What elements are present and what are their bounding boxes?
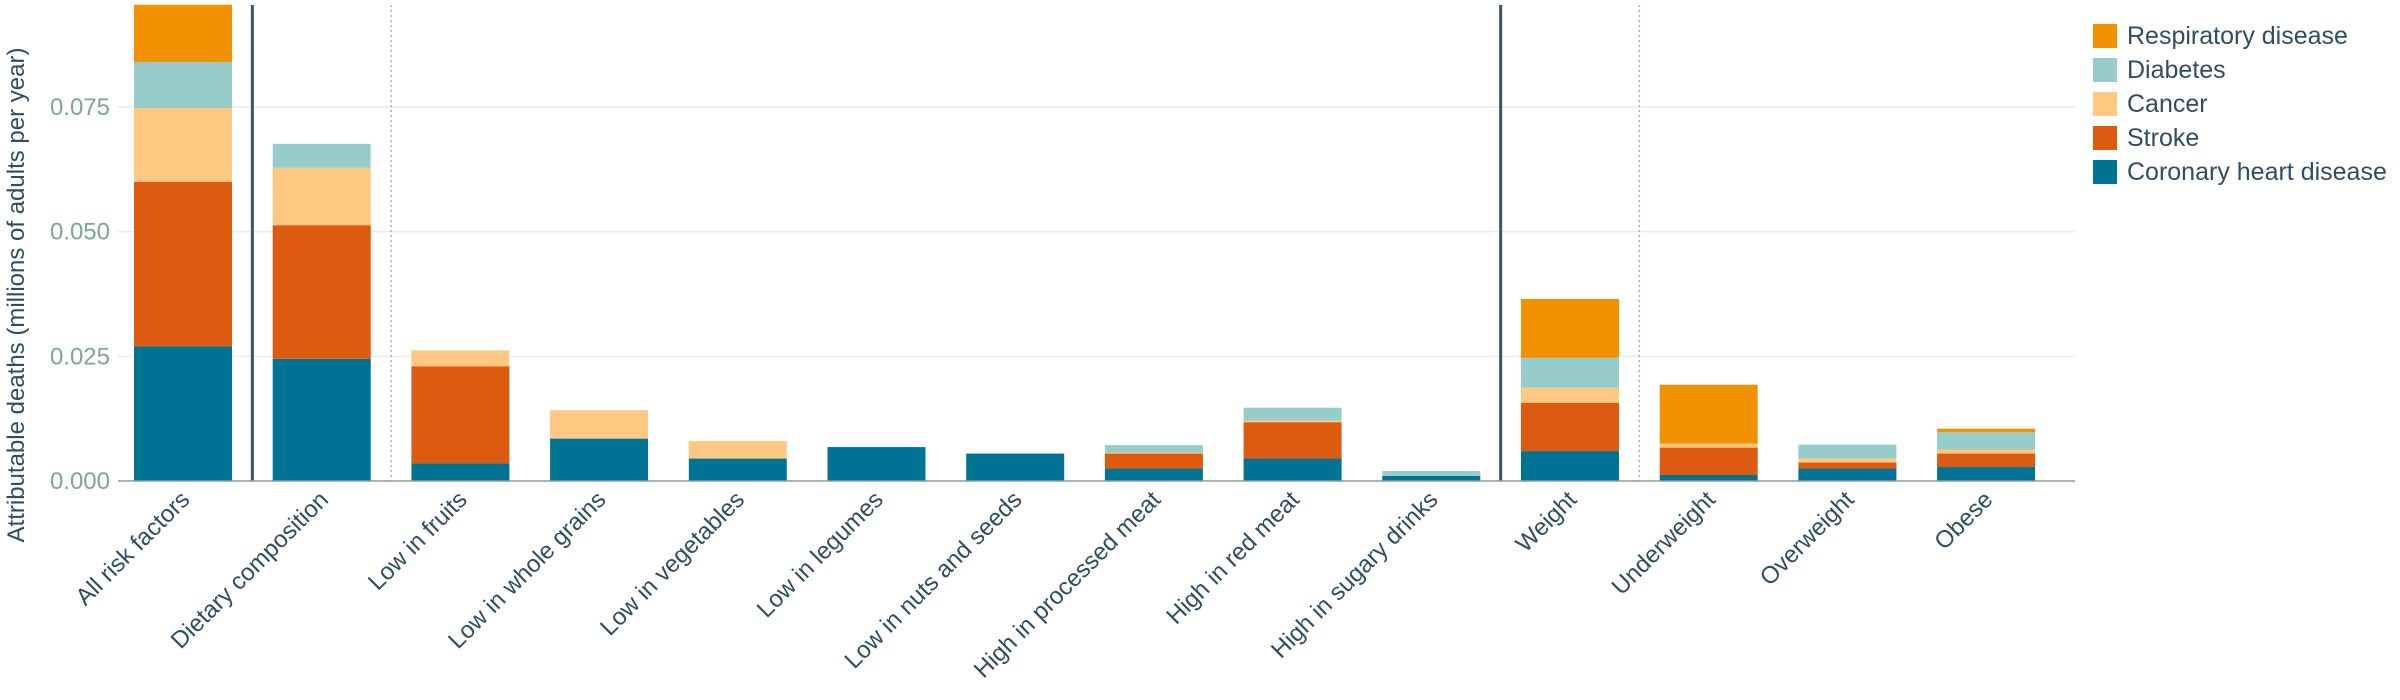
bar-segment-cancer [688,441,787,459]
bar-stack [1937,428,2036,481]
bar-segment-coronary-heart-disease [1798,468,1897,481]
y-tick-label: 0.050 [50,219,110,246]
bar-stack [134,4,232,481]
bar-stack [1382,471,1481,481]
bar-segment-diabetes [1937,432,2036,450]
bar-stack [966,453,1065,481]
bar-stack [411,350,510,481]
bar-stack [272,143,371,481]
bar-segment-cancer [1243,420,1342,423]
legend-swatch [2093,126,2117,150]
legend: Respiratory disease Diabetes Cancer Stroke C… [2093,22,2387,186]
bar-segment-cancer [1521,387,1619,403]
bar-segment-cancer [1659,443,1758,448]
bar-segment-stroke [272,225,371,359]
bar-segment-coronary-heart-disease [411,463,510,481]
bar-segment-respiratory-disease [134,4,232,63]
group-separators [250,5,1641,481]
legend-label: Diabetes [2127,56,2226,84]
x-tick-label: High in red meat [1161,486,1305,630]
bar-segment-stroke [134,181,232,347]
bar-segment-cancer [272,167,371,226]
bar-segment-diabetes [1243,407,1342,421]
bar-stack [550,410,649,481]
bar-segment-coronary-heart-disease [966,453,1065,481]
y-tick-label: 0.025 [50,343,110,370]
bar-segment-cancer [411,350,510,367]
bar-segment-coronary-heart-disease [1382,476,1481,481]
bar-segment-stroke [1243,422,1342,459]
bar-segment-diabetes [272,143,371,168]
legend-swatch [2093,160,2117,184]
bar-segment-cancer [550,410,649,439]
x-tick-label: Underweight [1607,486,1722,601]
bar-segment-cancer [134,107,232,182]
legend-swatch [2093,24,2117,48]
bar-segment-coronary-heart-disease [1104,468,1203,481]
bar-segment-coronary-heart-disease [1659,475,1758,481]
x-tick-label: All risk factors [71,486,196,611]
x-tick-label: Low in fruits [363,486,473,596]
bar-stack [1243,407,1342,481]
bar-segment-cancer [1937,449,2036,454]
bar-segment-cancer [1104,452,1203,454]
bar-segment-coronary-heart-disease [272,358,371,481]
bar-stack [827,447,926,481]
x-tick-label: Overweight [1755,486,1860,591]
bar-segment-respiratory-disease [1659,384,1758,444]
legend-swatch [2093,58,2117,82]
bar-stack [688,441,787,481]
x-tick-label: Low in whole grains [443,486,611,654]
x-tick-label: Low in legumes [752,486,889,623]
bar-segment-respiratory-disease [1521,298,1619,358]
y-axis-label: Attributable deaths (millions of adults … [3,48,30,543]
bar-segment-coronary-heart-disease [1521,451,1619,481]
bar-stack [1659,384,1758,481]
bar-segment-respiratory-disease [1937,428,2036,433]
bar-segment-coronary-heart-disease [550,438,649,481]
bar-segment-coronary-heart-disease [1937,467,2036,481]
bar-segment-stroke [1659,447,1758,476]
legend-swatch [2093,92,2117,116]
bar-segment-stroke [1798,462,1897,469]
bar-segment-stroke [411,366,510,464]
x-tick-label: Obese [1929,486,1998,555]
bar-segment-cancer [1798,458,1897,463]
legend-label: Stroke [2127,124,2199,152]
gridlines [118,106,2075,358]
x-tick-label: Weight [1511,486,1583,558]
bar-segment-coronary-heart-disease [688,458,787,481]
bar-segment-diabetes [1382,471,1481,477]
y-tick-label: 0.075 [50,94,110,121]
bar-segment-coronary-heart-disease [1243,458,1342,481]
bar-stack [1798,444,1897,481]
x-tick-label: Low in vegetables [595,486,750,641]
bar-segment-coronary-heart-disease [827,447,926,481]
legend-label: Coronary heart disease [2127,158,2387,186]
bar-segment-diabetes [134,62,232,108]
bar-segment-diabetes [1798,444,1897,459]
bars [134,4,2036,481]
bar-segment-diabetes [1104,445,1203,453]
bar-stack [1521,298,1619,481]
bar-segment-coronary-heart-disease [134,346,232,481]
bar-stack [1104,445,1203,481]
legend-label: Respiratory disease [2127,22,2348,50]
y-tick-label: 0.000 [50,468,110,495]
bar-segment-stroke [1104,453,1203,469]
legend-label: Cancer [2127,90,2208,118]
x-tick-label: Dietary composition [166,486,334,654]
bar-segment-diabetes [1521,357,1619,388]
bar-segment-stroke [1521,402,1619,452]
bar-segment-stroke [1937,453,2036,468]
